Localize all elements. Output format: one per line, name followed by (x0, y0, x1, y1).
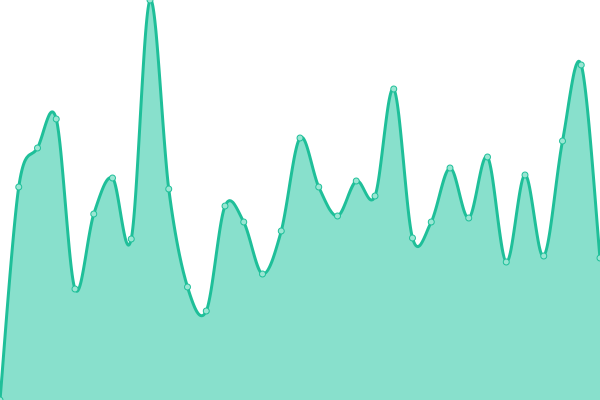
point (184, 283, 191, 291)
point (521, 171, 529, 179)
point (577, 61, 585, 69)
point (202, 307, 210, 315)
point (71, 285, 79, 293)
point (334, 212, 341, 220)
point (240, 218, 248, 226)
point (52, 115, 60, 123)
point (409, 234, 416, 242)
point (390, 85, 398, 93)
point (90, 210, 98, 218)
point (277, 227, 285, 235)
point (259, 270, 266, 278)
point (559, 137, 566, 145)
point (165, 185, 173, 193)
point (596, 254, 600, 262)
point (540, 252, 548, 260)
point (34, 144, 41, 152)
point (502, 258, 510, 266)
point (484, 153, 491, 161)
point (371, 192, 379, 200)
point (109, 174, 116, 182)
point (465, 214, 473, 222)
point (0, 396, 4, 400)
point (146, 0, 154, 4)
point (352, 177, 360, 185)
point (315, 183, 323, 191)
point (296, 134, 304, 142)
point (446, 164, 454, 172)
point (427, 218, 435, 226)
point (15, 183, 23, 191)
point (221, 202, 229, 210)
point (127, 235, 135, 243)
